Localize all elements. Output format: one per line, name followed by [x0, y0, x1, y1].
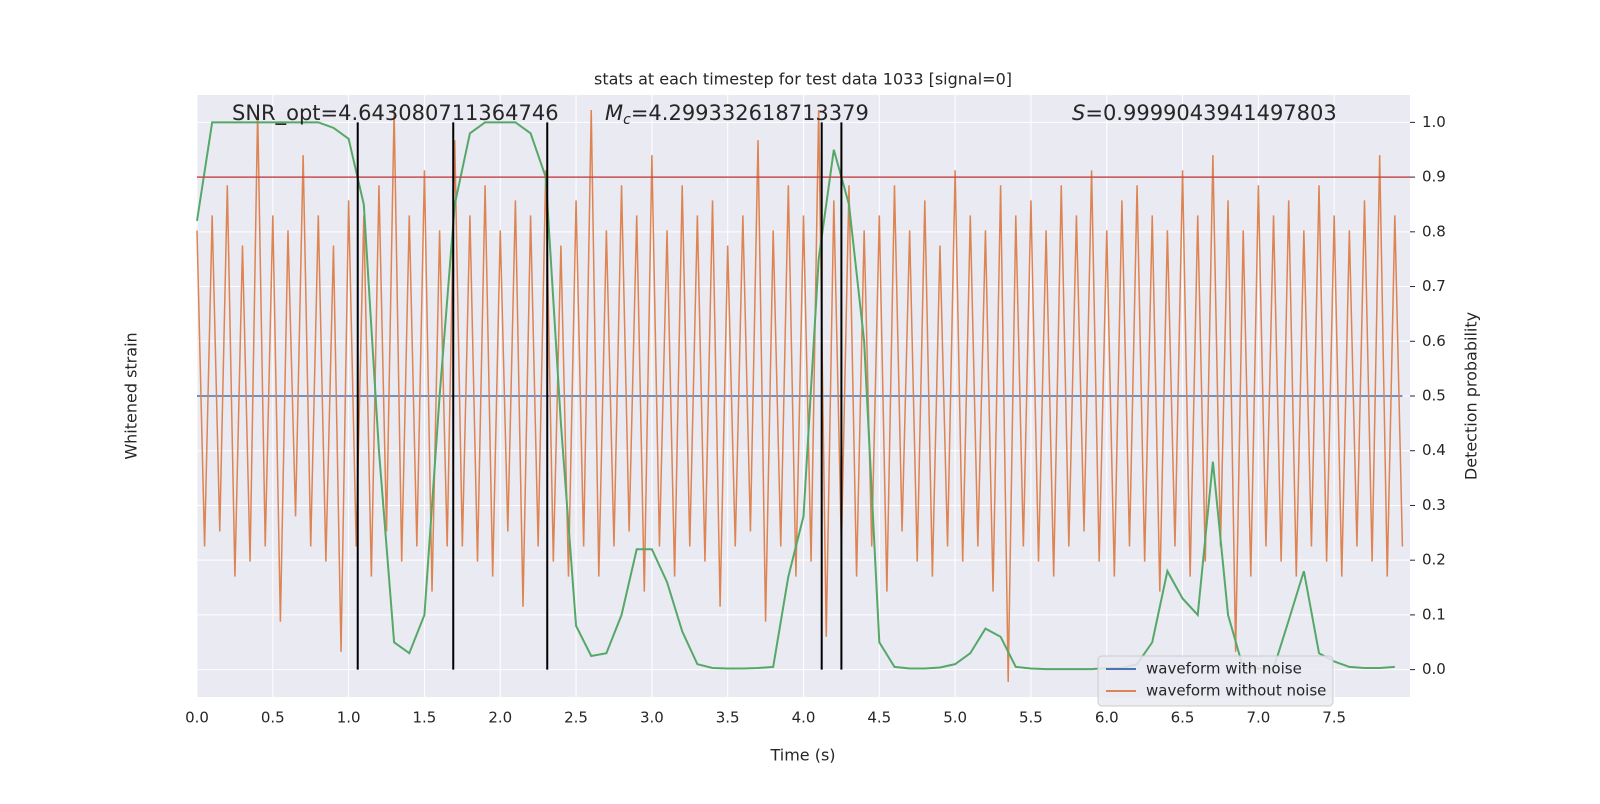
mc-value: =4.299332618713379	[631, 101, 869, 125]
x-tick-label: 0.0	[185, 709, 209, 727]
legend-label: waveform without noise	[1146, 682, 1326, 700]
mc-symbol: M	[605, 101, 623, 125]
x-tick-label: 5.0	[943, 709, 967, 727]
y2-tick-label: 0.0	[1422, 660, 1446, 678]
y2-tick-label: 0.8	[1422, 222, 1446, 240]
legend: waveform with noise waveform without nois…	[1097, 655, 1334, 707]
x-tick-label: 6.0	[1095, 709, 1119, 727]
y2-tick-label: 0.3	[1422, 496, 1446, 514]
snr-annotation: SNR_opt=4.643080711364746	[232, 101, 559, 126]
x-axis-label: Time (s)	[769, 746, 835, 765]
x-tick-label: 6.5	[1171, 709, 1195, 727]
chart-title: stats at each timestep for test data 103…	[594, 70, 1012, 89]
x-tick-label: 4.5	[867, 709, 891, 727]
series-line	[196, 121, 1395, 671]
legend-label: waveform with noise	[1146, 660, 1302, 678]
mc-annotation: Mc=4.299332618713379	[605, 101, 869, 128]
x-tick-label: 0.5	[261, 709, 285, 727]
y2-tick-label: 0.9	[1422, 168, 1446, 186]
s-symbol: S	[1072, 101, 1085, 125]
marks	[196, 110, 1410, 682]
y2-tick-label: 0.4	[1422, 441, 1446, 459]
s-value: =0.9999043941497803	[1085, 101, 1336, 125]
x-tick-label: 3.0	[640, 709, 664, 727]
x-tick-label: 2.0	[488, 709, 512, 727]
legend-box	[1097, 655, 1334, 707]
x-tick-label: 2.5	[564, 709, 588, 727]
x-tick-label: 1.0	[337, 709, 361, 727]
y2-tick-label: 0.1	[1422, 605, 1446, 623]
y2-tick-label: 0.7	[1422, 277, 1446, 295]
y2-tick-label: 0.6	[1422, 332, 1446, 350]
x-tick-label: 3.5	[716, 709, 740, 727]
x-tick-label: 7.0	[1246, 709, 1270, 727]
y2-tick-label: 0.5	[1422, 387, 1446, 405]
mc-subscript: c	[623, 112, 631, 128]
y2-axis-label: Detection probability	[1462, 312, 1481, 480]
x-tick-label: 4.0	[792, 709, 816, 727]
x-tick-label: 1.5	[413, 709, 437, 727]
y-axis-label: Whitened strain	[122, 332, 141, 459]
y2-tick-label: 0.2	[1422, 551, 1446, 569]
x-tick-label: 7.5	[1322, 709, 1346, 727]
x-tick-label: 5.5	[1019, 709, 1043, 727]
y2-tick-label: 1.0	[1422, 113, 1446, 131]
s-annotation: S=0.9999043941497803	[1072, 101, 1337, 125]
series-line	[196, 110, 1404, 682]
